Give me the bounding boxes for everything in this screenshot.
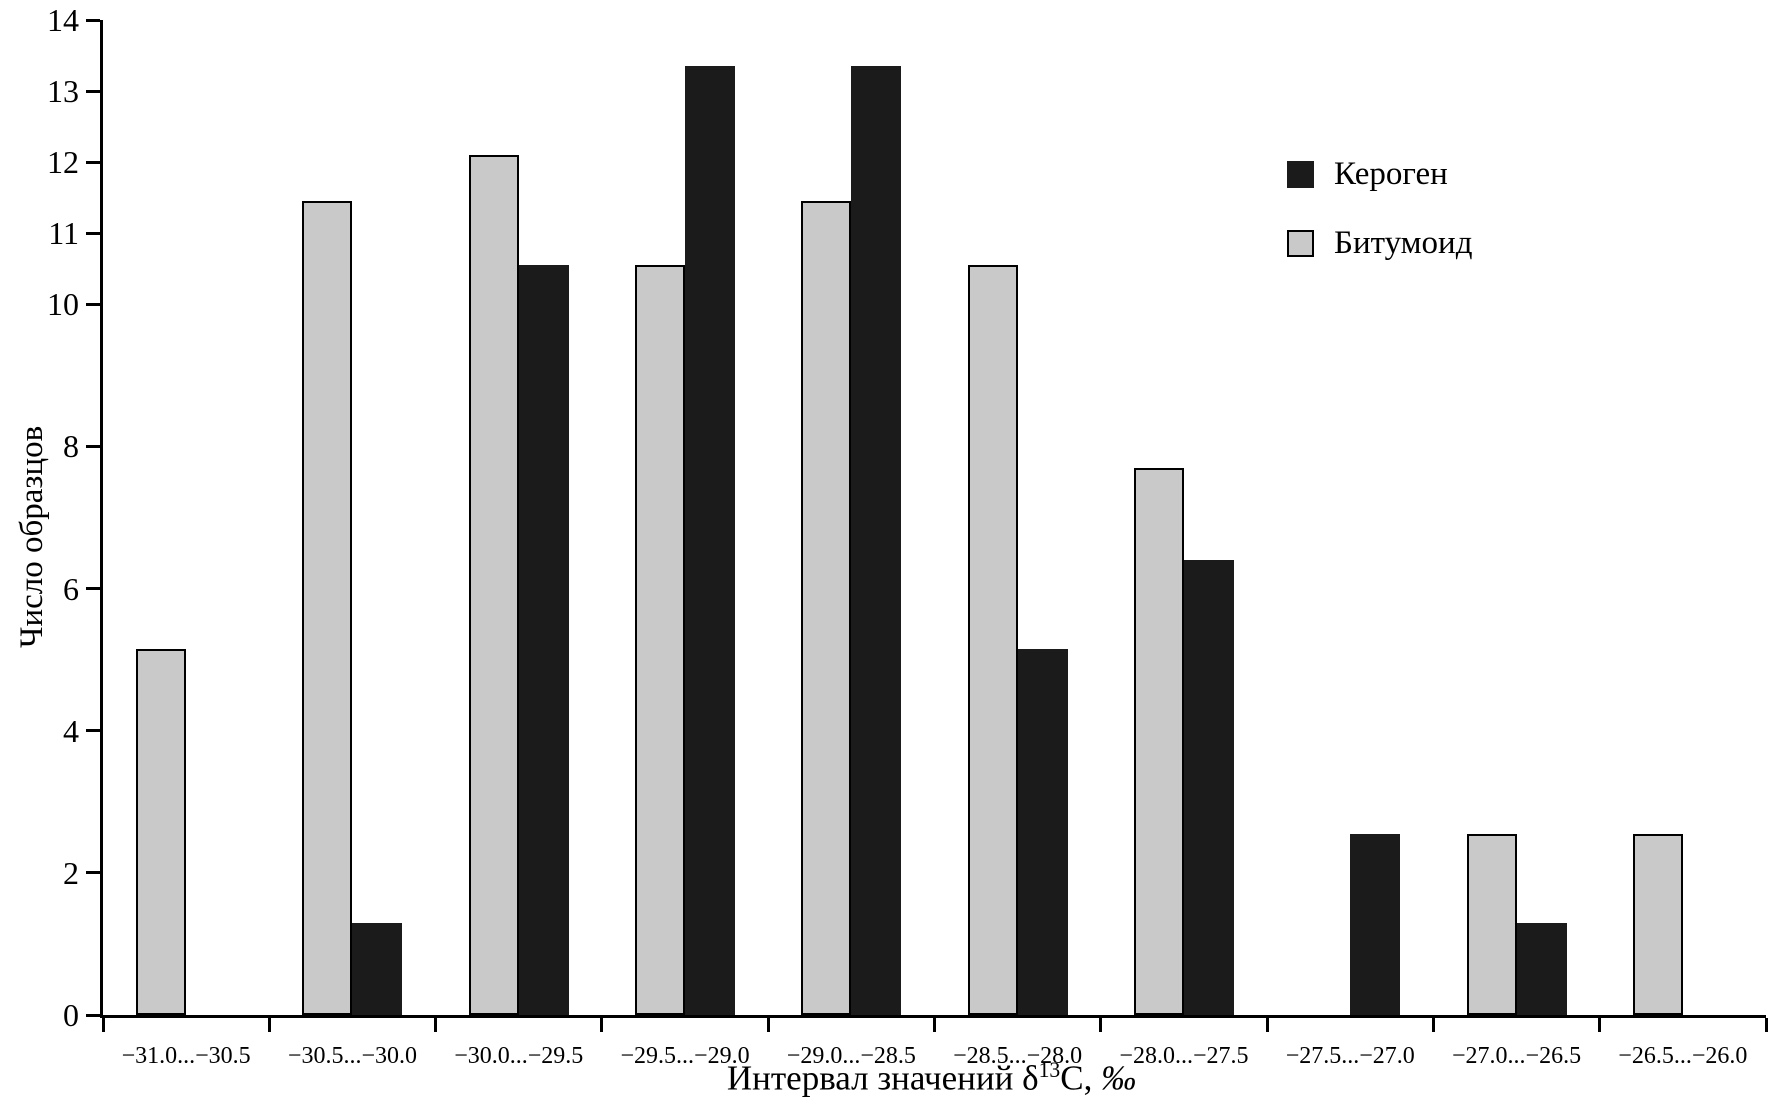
x-tick [267, 1018, 271, 1032]
y-tick-label: 13 [47, 73, 79, 110]
bar-kerogen [851, 66, 902, 1015]
y-tick [86, 302, 100, 306]
bar-kerogen [1183, 560, 1234, 1015]
x-category-label: −30.5...−30.0 [287, 1043, 417, 1069]
bar-kerogen [1350, 833, 1401, 1015]
y-tick [86, 587, 100, 591]
y-tick-label: 14 [47, 2, 79, 38]
x-tick [600, 1018, 604, 1032]
bitumoid-swatch-icon [1287, 230, 1314, 257]
bar-bitumoid [1632, 833, 1683, 1015]
bar-bitumoid [1133, 467, 1184, 1015]
bar-bitumoid [1466, 833, 1517, 1015]
y-tick [86, 231, 100, 235]
y-tick-label: 8 [63, 428, 79, 465]
x-tick [933, 1018, 936, 1032]
x-tick [434, 1018, 438, 1032]
x-tick [101, 1018, 105, 1032]
x-category-label: −28.0...−27.5 [1119, 1043, 1249, 1069]
x-category-label: −29.5...−29.0 [620, 1043, 750, 1069]
permille-symbol: ‰ [1101, 1058, 1137, 1098]
y-tick [86, 1013, 100, 1017]
bar-bitumoid [801, 201, 852, 1015]
bar-bitumoid [302, 201, 353, 1015]
legend-label-bitumoid: Битумоид [1334, 225, 1473, 261]
legend-item-bitumoid: Битумоид [1287, 227, 1473, 260]
y-tick-label: 0 [63, 997, 79, 1033]
bar-kerogen [352, 922, 403, 1015]
x-axis-title-text: Интервал значений δ [726, 1058, 1039, 1098]
y-tick [86, 160, 100, 164]
y-tick-label: 12 [47, 144, 79, 181]
bar-kerogen [518, 265, 569, 1015]
bar-kerogen [1516, 922, 1567, 1015]
x-tick [1099, 1018, 1103, 1032]
x-tick [766, 1018, 770, 1032]
bar-kerogen [685, 66, 736, 1015]
y-tick-label: 4 [63, 712, 79, 749]
x-category-label: −27.0...−26.5 [1452, 1043, 1582, 1069]
x-tick [1265, 1018, 1269, 1032]
legend: Кероген Битумоид [1287, 158, 1473, 296]
x-category-label: −31.0...−30.5 [121, 1043, 251, 1069]
y-tick-label: 2 [63, 854, 79, 891]
x-tick [1598, 1018, 1602, 1032]
kerogen-swatch-icon [1287, 161, 1314, 188]
x-category-label: −27.5...−27.0 [1285, 1043, 1415, 1069]
y-tick [86, 89, 100, 93]
x-tick [1431, 1018, 1435, 1032]
plot-area: 0 2 4 6 8 10 11 12 13 14 −31.0...−30.5 −30.5...−30.… [47, 4, 1768, 1069]
y-tick-label: 11 [48, 215, 79, 252]
x-axis-title-suffix: C, [1060, 1058, 1102, 1098]
legend-label-kerogen: Кероген [1334, 156, 1448, 192]
y-tick [86, 871, 100, 875]
bar-bitumoid [967, 265, 1018, 1015]
x-axis-title: Интервал значений δ13C, ‰ [100, 1058, 1763, 1099]
x-category-label: −30.0...−29.5 [454, 1043, 584, 1069]
y-tick [86, 729, 100, 733]
y-tick [86, 18, 100, 22]
bar-bitumoid [468, 155, 519, 1015]
y-tick [86, 444, 100, 448]
bar-kerogen [1017, 648, 1068, 1015]
bar-bitumoid [136, 648, 187, 1015]
x-tick [1764, 1018, 1768, 1032]
x-axis-title-superscript: 13 [1038, 1058, 1061, 1082]
y-tick-label: 6 [63, 570, 79, 607]
x-category-label: −29.0...−28.5 [786, 1043, 916, 1069]
y-tick-label: 10 [47, 286, 79, 323]
bar-bitumoid [635, 265, 686, 1015]
x-category-label: −26.5...−26.0 [1618, 1043, 1748, 1069]
legend-item-kerogen: Кероген [1287, 158, 1473, 191]
x-category-label: −28.5...−28.0 [953, 1043, 1083, 1069]
